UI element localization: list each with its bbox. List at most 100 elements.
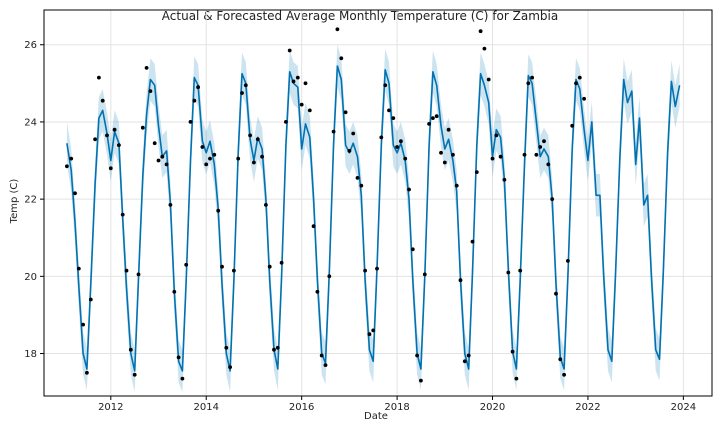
actual-point bbox=[132, 372, 137, 377]
actual-point bbox=[542, 139, 546, 144]
x-tick-label: 2018 bbox=[384, 402, 409, 413]
actual-point bbox=[351, 131, 356, 136]
grid-lines bbox=[44, 10, 712, 396]
actual-point bbox=[550, 197, 555, 202]
actual-point bbox=[152, 141, 157, 146]
actual-point bbox=[343, 110, 348, 115]
actual-point bbox=[486, 77, 491, 82]
actual-point bbox=[498, 154, 503, 159]
actual-point bbox=[534, 152, 539, 157]
actual-point bbox=[192, 98, 197, 103]
actual-point bbox=[562, 372, 566, 377]
x-axis-label: Date bbox=[364, 411, 388, 422]
actual-point bbox=[454, 183, 459, 188]
actual-point bbox=[204, 162, 209, 167]
actual-point bbox=[81, 322, 85, 327]
actual-point bbox=[510, 349, 515, 354]
actual-point bbox=[232, 268, 236, 273]
actual-point bbox=[76, 266, 81, 271]
actual-point bbox=[164, 162, 169, 167]
actual-point bbox=[574, 81, 578, 86]
actual-point bbox=[140, 125, 145, 130]
plot-frame bbox=[43, 9, 713, 397]
actual-point bbox=[97, 75, 101, 80]
actual-point bbox=[255, 137, 260, 142]
actual-point bbox=[307, 108, 312, 113]
actual-point bbox=[395, 145, 399, 149]
actual-point bbox=[117, 143, 121, 148]
actual-point bbox=[267, 264, 272, 269]
actual-point bbox=[466, 353, 471, 358]
actual-point bbox=[156, 158, 161, 163]
actual-point bbox=[458, 278, 463, 283]
actual-point bbox=[323, 363, 328, 367]
actual-point bbox=[260, 154, 264, 159]
actual-point bbox=[100, 98, 105, 103]
actual-point bbox=[387, 108, 391, 113]
actual-point bbox=[124, 268, 129, 273]
actual-point bbox=[474, 170, 479, 175]
actual-point bbox=[367, 332, 372, 337]
actual-point bbox=[577, 75, 582, 80]
actual-point bbox=[490, 156, 495, 161]
x-tick-label: 2016 bbox=[289, 402, 314, 413]
actual-point bbox=[462, 359, 467, 364]
x-tick-label: 2024 bbox=[671, 402, 696, 413]
actual-point bbox=[554, 291, 558, 296]
actual-point bbox=[558, 357, 563, 362]
y-axis-label: Temp (C) bbox=[9, 179, 20, 225]
actual-point bbox=[200, 145, 205, 149]
x-tick-label: 2012 bbox=[98, 402, 123, 413]
actual-point bbox=[347, 149, 352, 153]
actual-point bbox=[419, 378, 423, 383]
actual-point bbox=[240, 91, 244, 95]
actual-point bbox=[518, 268, 523, 273]
actual-point bbox=[494, 133, 499, 138]
y-tick-label: 24 bbox=[24, 117, 37, 128]
actual-point bbox=[434, 114, 439, 119]
actual-point bbox=[299, 102, 304, 107]
actual-point bbox=[431, 116, 435, 120]
actual-points bbox=[65, 27, 586, 383]
actual-point bbox=[315, 289, 320, 294]
actual-point bbox=[407, 187, 411, 192]
actual-point bbox=[415, 353, 419, 358]
actual-point bbox=[73, 191, 77, 196]
actual-point bbox=[220, 264, 224, 269]
actual-point bbox=[120, 212, 125, 217]
actual-point bbox=[295, 75, 300, 80]
actual-point bbox=[184, 262, 189, 267]
actual-point bbox=[339, 56, 344, 61]
actual-point bbox=[355, 176, 360, 180]
actual-point bbox=[570, 123, 575, 128]
actual-point bbox=[160, 154, 165, 159]
actual-point bbox=[65, 164, 69, 169]
actual-point bbox=[287, 48, 292, 53]
actual-point bbox=[502, 177, 507, 182]
actual-point bbox=[335, 27, 340, 32]
actual-point bbox=[375, 266, 379, 271]
actual-point bbox=[172, 289, 177, 294]
actual-point bbox=[371, 328, 376, 333]
actual-point bbox=[446, 127, 451, 132]
actual-point bbox=[359, 183, 364, 188]
actual-point bbox=[311, 224, 316, 229]
actual-point bbox=[212, 152, 217, 157]
actual-point bbox=[85, 370, 89, 375]
actual-point bbox=[451, 152, 455, 157]
actual-point bbox=[188, 120, 193, 124]
actual-point bbox=[422, 272, 427, 277]
x-tick-label: 2020 bbox=[480, 402, 505, 413]
actual-point bbox=[410, 247, 415, 252]
actual-point bbox=[208, 156, 212, 161]
actual-point bbox=[128, 347, 133, 352]
actual-point bbox=[470, 239, 475, 244]
actual-point bbox=[582, 96, 586, 101]
chart-title: Actual & Forecasted Average Monthly Temp… bbox=[162, 9, 558, 23]
actual-point bbox=[264, 203, 268, 207]
actual-point bbox=[216, 208, 221, 213]
actual-point bbox=[291, 79, 296, 84]
actual-point bbox=[478, 29, 483, 34]
actual-point bbox=[284, 120, 288, 124]
